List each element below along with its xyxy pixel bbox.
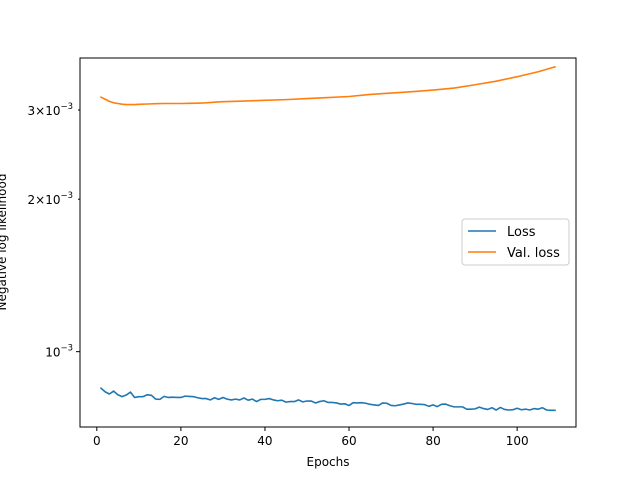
plot-frame bbox=[79, 57, 577, 428]
x-tick-label: 0 bbox=[93, 434, 101, 448]
series-line-val-loss bbox=[99, 65, 556, 106]
x-tick-label: 60 bbox=[341, 434, 356, 448]
y-tick-label: 10−3 bbox=[45, 344, 73, 360]
x-tick-label: 80 bbox=[425, 434, 440, 448]
y-axis-label: Negative log likelihood bbox=[0, 174, 9, 311]
x-axis: 0 20 40 60 80 100 bbox=[93, 427, 529, 448]
series-layer bbox=[99, 65, 556, 412]
legend: Loss Val. loss bbox=[461, 218, 570, 266]
x-tick-label: 100 bbox=[506, 434, 529, 448]
x-tick-label: 40 bbox=[257, 434, 272, 448]
legend-label: Loss bbox=[507, 225, 536, 240]
x-tick-label: 20 bbox=[173, 434, 188, 448]
series-line-loss bbox=[99, 387, 556, 412]
y-tick-label: 3×10−3 bbox=[28, 102, 74, 118]
y-axis: 10−3 2×10−3 3×10−3 bbox=[28, 102, 80, 360]
legend-label: Val. loss bbox=[507, 246, 560, 261]
x-axis-label: Epochs bbox=[307, 455, 350, 469]
y-tick-label: 2×10−3 bbox=[28, 191, 74, 207]
